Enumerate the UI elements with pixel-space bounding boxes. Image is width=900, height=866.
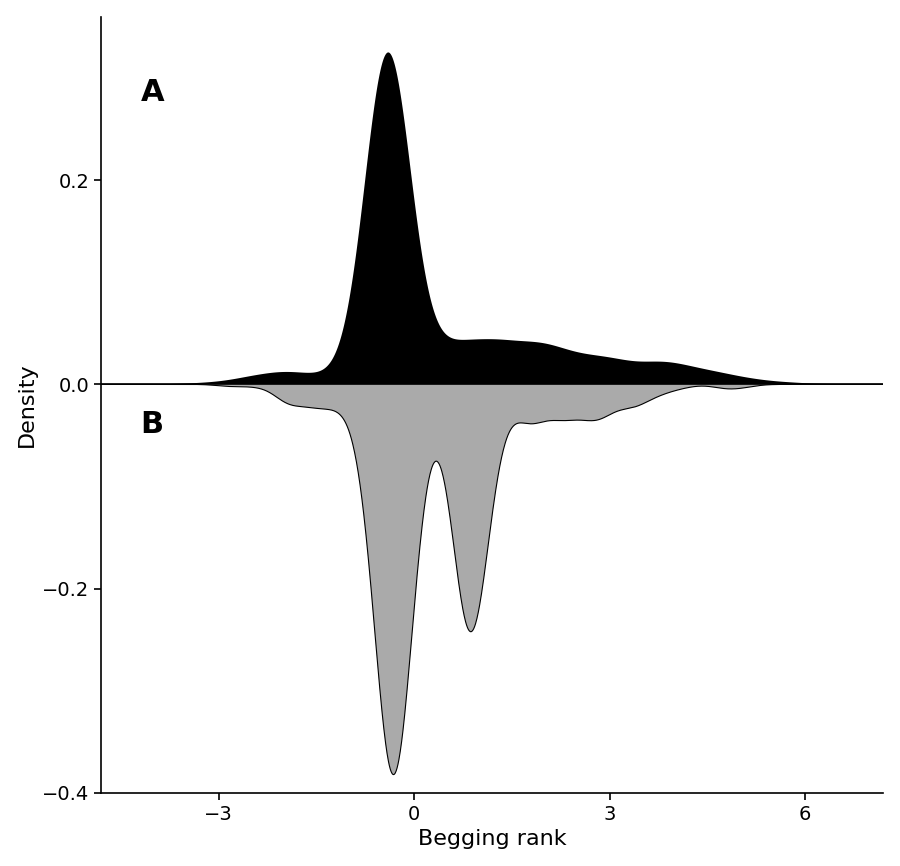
Text: B: B [140,410,164,439]
X-axis label: Begging rank: Begging rank [418,830,567,850]
Text: A: A [140,78,164,107]
Y-axis label: Density: Density [17,363,37,447]
